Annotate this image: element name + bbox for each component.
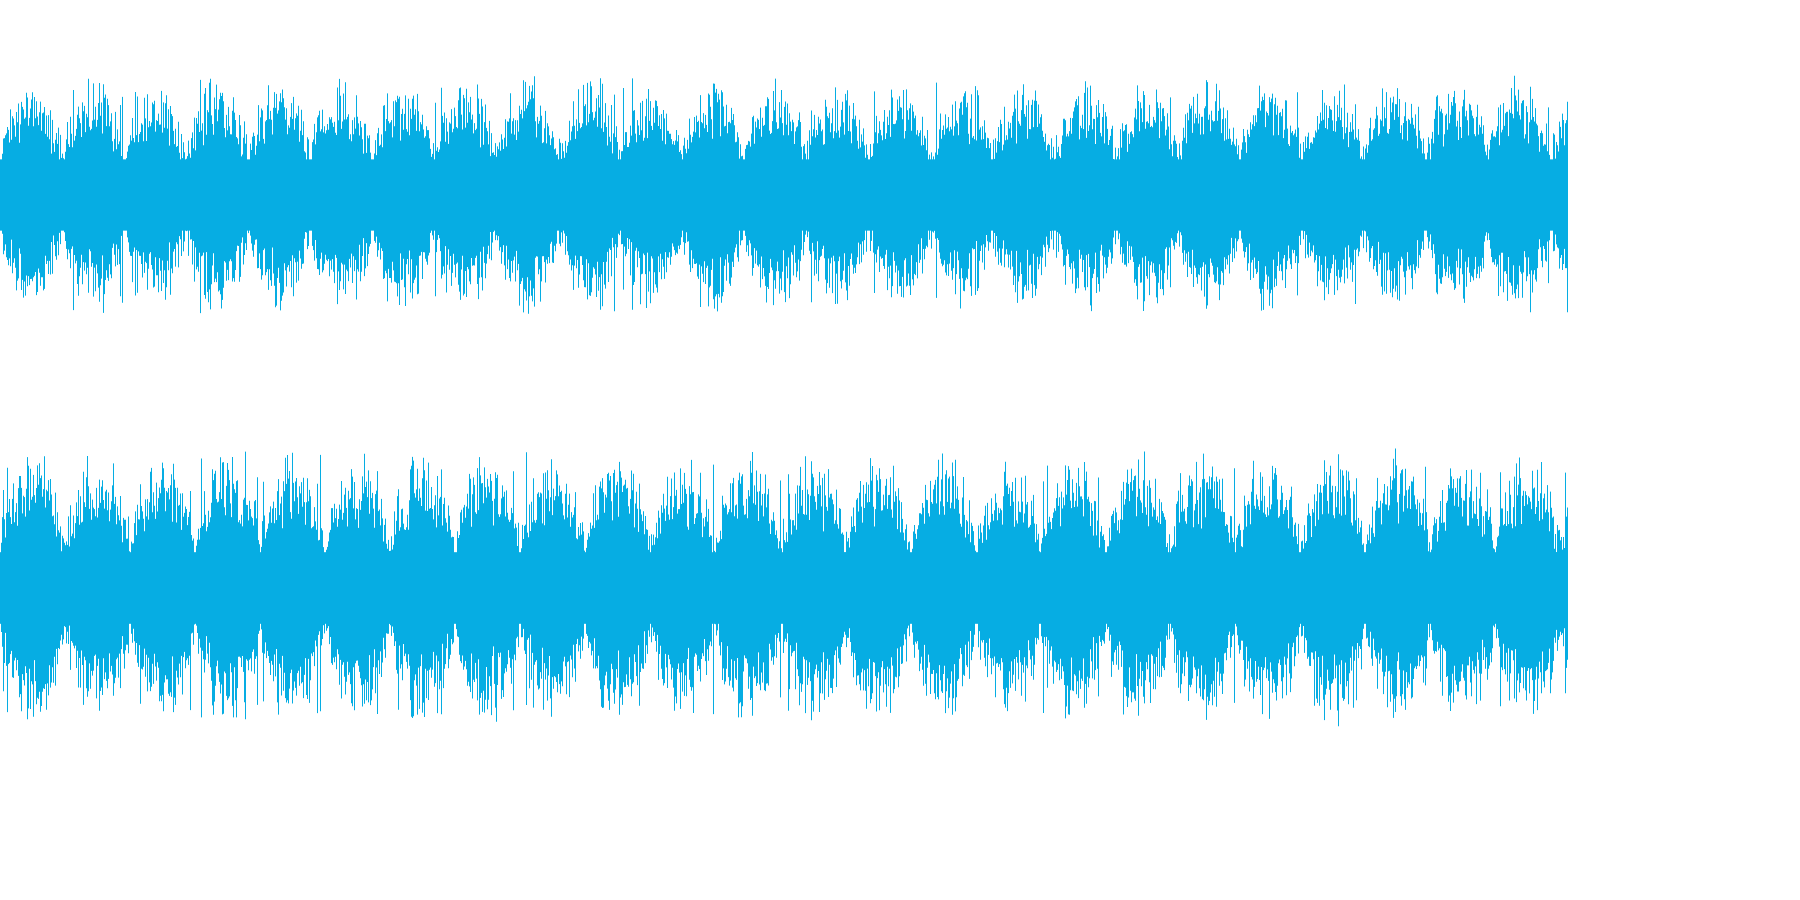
channel-2-waveform xyxy=(0,448,1568,727)
channel-1-waveform xyxy=(0,75,1568,314)
channel-2-peaks xyxy=(0,448,1568,727)
channel-1-peaks xyxy=(0,75,1568,314)
